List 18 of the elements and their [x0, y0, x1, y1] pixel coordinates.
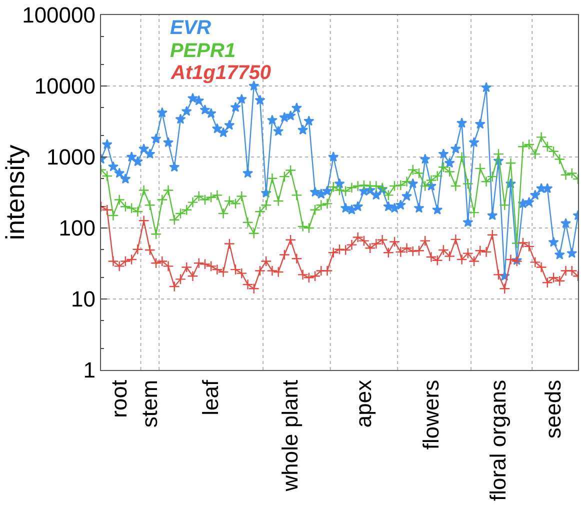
- x-tick-label: root: [106, 380, 132, 418]
- x-tick-label: apex: [351, 380, 376, 428]
- text: EVR: [170, 17, 212, 39]
- text: At1g17750: [170, 62, 272, 84]
- x-tick-label: flowers: [418, 380, 444, 450]
- y-tick-label: 100000: [22, 2, 96, 28]
- y-tick-label: 10: [71, 286, 96, 312]
- text: PEPR1: [170, 40, 236, 62]
- x-tick-label: leaf: [198, 379, 224, 416]
- y-tick-label: 100: [58, 216, 96, 241]
- x-tick-label: stem: [137, 380, 162, 428]
- x-tick-label: whole plant: [278, 380, 303, 492]
- y-tick-label: 1: [83, 358, 96, 383]
- y-tick-label: 10000: [34, 74, 96, 99]
- y-axis-title: intensity: [0, 144, 30, 240]
- x-tick-label: seeds: [540, 380, 566, 439]
- x-tick-label: floral organs: [486, 380, 511, 501]
- y-tick-label: 1000: [46, 144, 96, 170]
